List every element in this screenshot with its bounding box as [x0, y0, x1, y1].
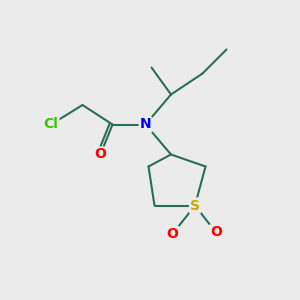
Text: Cl: Cl [44, 118, 59, 131]
Text: S: S [190, 199, 200, 212]
Text: N: N [140, 118, 151, 131]
Text: O: O [94, 148, 106, 161]
Text: O: O [167, 227, 178, 241]
Text: O: O [210, 226, 222, 239]
